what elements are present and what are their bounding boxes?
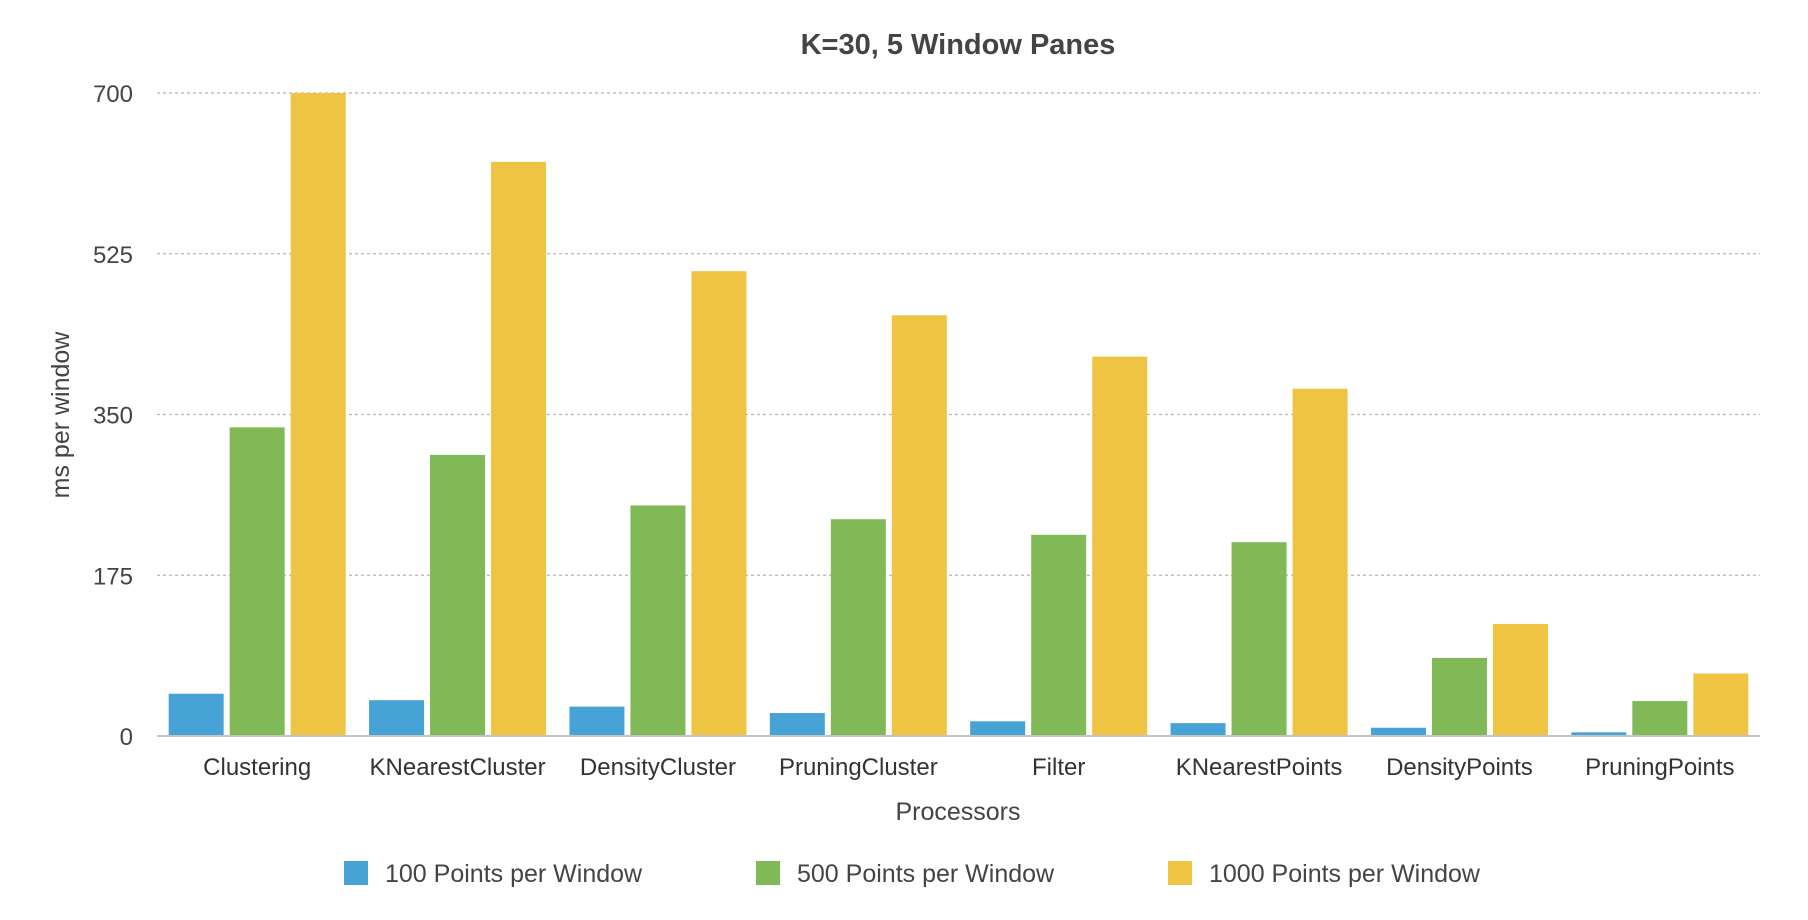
bar-KNearestCluster-series-3 <box>491 161 547 737</box>
legend-label: 500 Points per Window <box>797 860 1055 888</box>
bar-Filter-series-2 <box>1031 534 1087 736</box>
x-axis-title: Processors <box>895 798 1020 826</box>
bar-PruningPoints-series-1 <box>1571 732 1627 736</box>
y-tick-label: 700 <box>93 81 133 108</box>
legend-label: 100 Points per Window <box>385 860 643 888</box>
bar-KNearestPoints-series-1 <box>1170 723 1226 736</box>
x-tick-label: PruningPoints <box>1585 754 1734 781</box>
bar-DensityCluster-series-3 <box>691 271 747 736</box>
bar-Clustering-series-3 <box>290 93 346 736</box>
bar-DensityPoints-series-1 <box>1370 727 1426 736</box>
legend-swatch <box>756 861 780 885</box>
bar-KNearestCluster-series-2 <box>430 454 486 736</box>
y-axis-labels: 0 175 350 525 700 <box>93 81 133 751</box>
bar-Filter-series-3 <box>1092 356 1148 736</box>
bar-KNearestPoints-series-3 <box>1292 388 1348 736</box>
y-tick-label: 0 <box>120 724 133 751</box>
x-tick-label: KNearestPoints <box>1176 754 1343 781</box>
bar-DensityCluster-series-2 <box>630 505 686 736</box>
bar-DensityPoints-series-2 <box>1431 657 1487 736</box>
bar-PruningPoints-series-3 <box>1693 673 1749 736</box>
bar-KNearestPoints-series-2 <box>1231 542 1287 736</box>
bar-PruningPoints-series-2 <box>1632 701 1688 736</box>
y-axis-title: ms per window <box>47 331 75 499</box>
x-tick-label: Filter <box>1032 754 1085 781</box>
legend-swatch <box>344 861 368 885</box>
bar-KNearestCluster-series-1 <box>369 700 425 736</box>
x-tick-label: DensityCluster <box>580 754 736 781</box>
bar-Clustering-series-2 <box>229 427 285 736</box>
bar-PruningCluster-series-2 <box>830 519 886 736</box>
legend-label: 1000 Points per Window <box>1209 860 1481 888</box>
y-tick-label: 525 <box>93 242 133 269</box>
bar-Clustering-series-1 <box>168 693 224 736</box>
y-tick-label: 350 <box>93 403 133 430</box>
legend-swatch <box>1168 861 1192 885</box>
chart-title: K=30, 5 Window Panes <box>801 29 1116 61</box>
y-tick-label: 175 <box>93 563 133 590</box>
bars <box>168 93 1749 737</box>
legend: 100 Points per Window 500 Points per Wind… <box>344 860 1481 888</box>
bar-Filter-series-1 <box>970 721 1026 736</box>
bar-DensityCluster-series-1 <box>569 706 625 736</box>
x-tick-label: KNearestCluster <box>370 754 546 781</box>
gridlines <box>157 92 1760 576</box>
x-tick-label: DensityPoints <box>1386 754 1533 781</box>
bar-PruningCluster-series-3 <box>891 315 947 736</box>
x-axis-labels: Clustering KNearestCluster DensityCluster P… <box>203 754 1734 781</box>
x-tick-label: Clustering <box>203 754 311 781</box>
bar-PruningCluster-series-1 <box>769 713 825 736</box>
bar-DensityPoints-series-3 <box>1492 623 1548 736</box>
x-tick-label: PruningCluster <box>779 754 938 781</box>
